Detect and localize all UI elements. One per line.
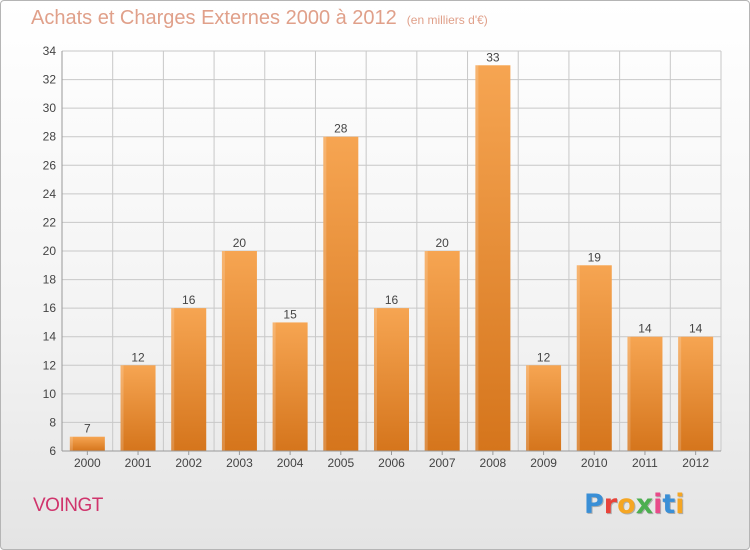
bar-highlight (576, 265, 580, 451)
bar-2008 (475, 65, 511, 452)
data-label-2004: 15 (283, 307, 297, 321)
label-layer: 7 12 16 20 15 28 16 20 33 12 19 14 14 (84, 50, 703, 435)
y-tick-label: 16 (43, 301, 57, 315)
data-label-2006: 16 (385, 293, 399, 307)
y-tick-label: 10 (43, 387, 57, 401)
y-tick-label: 20 (43, 244, 57, 258)
bar-2007 (424, 251, 460, 451)
bar-2012 (678, 336, 714, 451)
data-label-2010: 19 (588, 250, 602, 264)
y-tick-label: 28 (43, 130, 57, 144)
bar-2004 (272, 322, 308, 451)
x-tick-label-2009: 2009 (530, 456, 557, 470)
bar-highlight (120, 365, 124, 451)
x-tick-label-2011: 2011 (632, 456, 658, 470)
data-label-2000: 7 (84, 422, 91, 436)
bar-highlight (526, 365, 530, 451)
y-tick-label: 26 (43, 158, 57, 172)
y-tick-label: 24 (43, 187, 57, 201)
bar-highlight (678, 336, 682, 451)
bar-highlight (627, 336, 631, 451)
logo-letter: i (653, 489, 663, 520)
bar-2001 (120, 365, 156, 451)
y-tick-label: 34 (43, 44, 57, 58)
data-label-2007: 20 (436, 236, 450, 250)
data-label-2002: 16 (182, 293, 196, 307)
chart-header: Achats et Charges Externes 2000 à 2012 (e… (31, 7, 488, 30)
y-tick-label: 12 (43, 358, 57, 372)
bar-highlight (323, 136, 327, 451)
bar-2000 (69, 436, 105, 451)
x-tick-label-2012: 2012 (682, 456, 709, 470)
logo-letter: r (603, 489, 618, 520)
proxiti-logo[interactable]: Proxiti (584, 489, 685, 520)
bar-highlight (374, 308, 377, 451)
bar-2009 (526, 365, 562, 451)
axis-layer: 6 8 10 12 14 16 18 20 22 24 26 28 30 32 34 2000 2001 2002… (43, 44, 721, 470)
data-label-2008: 33 (486, 50, 500, 64)
bar-highlight (272, 322, 276, 451)
bar-layer (69, 65, 714, 452)
x-tick-label-2001: 2001 (125, 456, 152, 470)
bar-highlight (69, 436, 73, 451)
logo-letter: t (662, 489, 676, 520)
logo-letter: o (617, 489, 636, 520)
x-tick-label-2002: 2002 (175, 456, 202, 470)
bar-highlight (171, 308, 175, 451)
y-tick-label: 14 (43, 330, 57, 344)
chart-title: Achats et Charges Externes 2000 à 2012 (31, 7, 397, 29)
bar-2010 (576, 265, 612, 451)
bar-2006 (374, 308, 409, 451)
commune-name: VOINGT (33, 495, 103, 516)
data-label-2001: 12 (131, 350, 145, 364)
logo-letter: P (584, 489, 604, 520)
bar-highlight (221, 251, 225, 451)
bar-2002 (171, 308, 207, 451)
x-tick-label-2003: 2003 (226, 456, 253, 470)
x-tick-label-2004: 2004 (277, 456, 304, 470)
data-label-2012: 14 (689, 322, 703, 336)
y-tick-label: 8 (49, 415, 56, 429)
y-tick-label: 6 (49, 444, 56, 458)
x-tick-label-2007: 2007 (429, 456, 456, 470)
x-tick-label-2008: 2008 (480, 456, 507, 470)
x-tick-label-2000: 2000 (74, 456, 101, 470)
bar-highlight (424, 251, 428, 451)
x-tick-label-2006: 2006 (378, 456, 405, 470)
y-tick-label: 32 (43, 73, 57, 87)
bar-2011 (627, 336, 663, 451)
data-label-2011: 14 (638, 322, 652, 336)
chart-unit: (en milliers d'€) (406, 13, 488, 27)
logo-letter: x (635, 489, 654, 520)
x-tick-label-2005: 2005 (327, 456, 354, 470)
logo-letter: i (675, 489, 685, 520)
y-tick-label: 22 (43, 215, 57, 229)
data-label-2003: 20 (233, 236, 247, 250)
data-label-2005: 28 (334, 122, 348, 136)
data-label-2009: 12 (537, 350, 551, 364)
bar-2003 (221, 251, 257, 451)
y-tick-label: 18 (43, 273, 57, 287)
y-tick-label: 30 (43, 101, 57, 115)
bar-2005 (323, 136, 359, 451)
bar-highlight (475, 65, 479, 452)
x-tick-label-2010: 2010 (581, 456, 608, 470)
